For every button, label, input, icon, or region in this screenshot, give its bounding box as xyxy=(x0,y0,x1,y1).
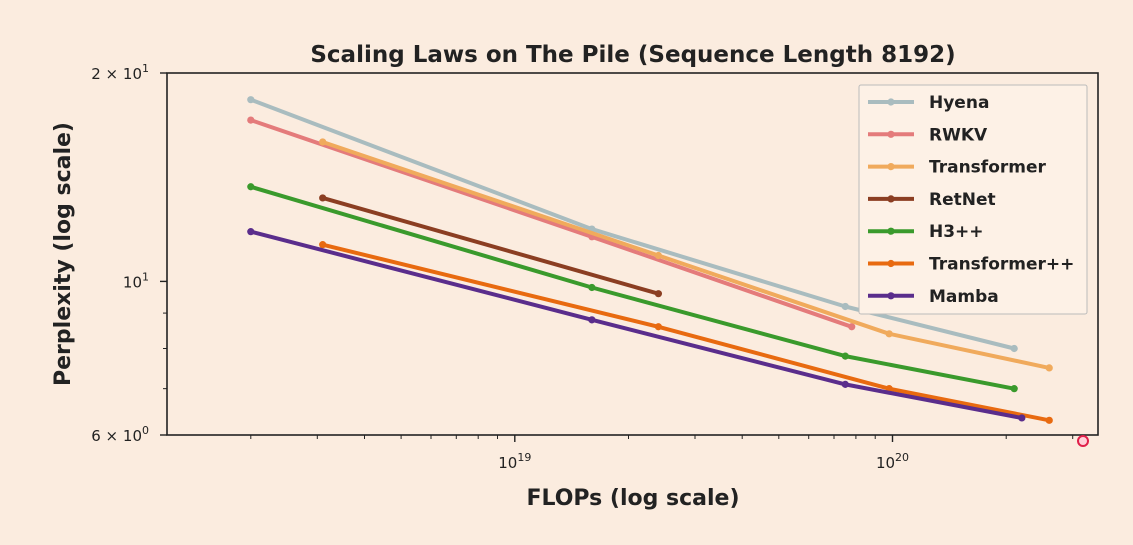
legend-item: Transformer xyxy=(868,158,1047,178)
x-tick-label: 1020 xyxy=(876,451,909,472)
data-point xyxy=(247,183,255,191)
series-line xyxy=(248,118,854,329)
legend-marker xyxy=(887,163,895,171)
x-axis-label: FLOPs (log scale) xyxy=(526,486,739,511)
data-point xyxy=(1010,385,1018,393)
plot-area xyxy=(166,72,1099,436)
series-rwkv xyxy=(247,116,856,331)
y-tick-label: 6 × 100 xyxy=(91,424,149,445)
series-line xyxy=(320,195,661,296)
data-point xyxy=(1045,416,1053,424)
data-point xyxy=(319,194,327,202)
legend-item: Mamba xyxy=(868,287,999,307)
legend-item: Transformer++ xyxy=(868,255,1074,275)
series-transformer xyxy=(319,138,1053,372)
series-h3pp xyxy=(247,183,1018,393)
legend-label: Mamba xyxy=(929,287,999,307)
data-point xyxy=(1045,364,1053,372)
legend-label: H3++ xyxy=(929,222,984,242)
legend-marker xyxy=(887,227,895,235)
legend-marker xyxy=(887,292,895,300)
data-point xyxy=(319,241,327,249)
legend: Hyena RWKV Transformer RetNet H3++ Transforme… xyxy=(858,84,1088,315)
axis-ticks: 1019 1020 2 × 101 101 6 × 100 xyxy=(91,62,1074,472)
data-point xyxy=(654,323,663,331)
x-tick-label: 1019 xyxy=(498,451,531,472)
legend-marker xyxy=(887,259,895,268)
data-point xyxy=(654,251,663,260)
series-line xyxy=(248,184,1017,391)
series-line xyxy=(320,242,1052,423)
legend-item: RetNet xyxy=(868,190,996,210)
data-point xyxy=(588,283,596,292)
series-line xyxy=(320,140,1052,370)
series-line xyxy=(248,97,1017,351)
series-transformerpp xyxy=(319,241,1053,424)
y-axis-label: Perplexity (log scale) xyxy=(51,122,76,386)
data-point xyxy=(1010,344,1018,353)
data-point xyxy=(841,380,849,388)
legend-item: Hyena xyxy=(868,93,989,113)
y-tick-label: 101 xyxy=(123,270,149,291)
data-point xyxy=(588,316,596,324)
legend-label: Hyena xyxy=(929,93,989,113)
data-point xyxy=(654,290,663,298)
series-retnet xyxy=(319,194,663,298)
legend-box xyxy=(858,84,1088,315)
data-point xyxy=(848,323,856,331)
data-point xyxy=(247,96,255,104)
legend-marker xyxy=(887,130,895,138)
data-point xyxy=(319,138,327,146)
series-hyena xyxy=(247,96,1018,353)
legend-item: RWKV xyxy=(868,125,988,145)
cursor-marker-icon xyxy=(1077,435,1089,447)
legend-label: Transformer++ xyxy=(929,255,1074,275)
data-point xyxy=(247,116,255,124)
data-point xyxy=(247,228,255,236)
legend-label: RetNet xyxy=(929,190,996,210)
legend-label: Transformer xyxy=(929,158,1047,178)
series-mamba xyxy=(247,228,1026,422)
data-point xyxy=(841,302,849,311)
chart-title: Scaling Laws on The Pile (Sequence Lengt… xyxy=(310,42,955,68)
data-point xyxy=(885,330,893,338)
series-layer xyxy=(247,96,1053,424)
data-point xyxy=(1018,414,1026,422)
legend-item: H3++ xyxy=(868,222,984,242)
data-point xyxy=(841,352,849,360)
series-line xyxy=(248,229,1024,420)
legend-marker xyxy=(887,98,895,106)
legend-label: RWKV xyxy=(929,125,988,145)
y-tick-label: 2 × 101 xyxy=(91,62,149,83)
legend-marker xyxy=(887,195,895,203)
